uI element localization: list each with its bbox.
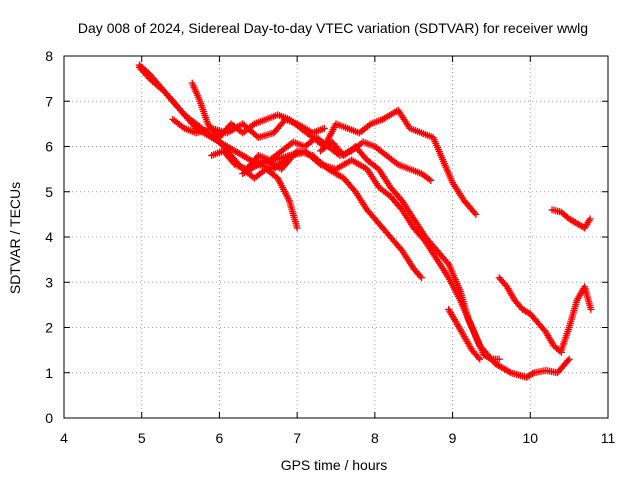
y-tick-label: 4 [45, 229, 53, 245]
series-track-i [445, 305, 484, 363]
x-tick-label: 6 [216, 430, 224, 446]
data-point [416, 272, 424, 280]
x-tick-label: 10 [522, 430, 538, 446]
data-point [486, 354, 494, 362]
series-track-l [548, 206, 594, 232]
x-axis-ticks: 4 5 6 7 8 9 10 11 [60, 56, 615, 446]
data-point [293, 224, 301, 232]
y-tick-label: 5 [45, 184, 53, 200]
series-track-e [208, 133, 435, 184]
series-track-h [316, 138, 503, 363]
x-tick-label: 4 [60, 430, 68, 446]
data-point [393, 159, 401, 167]
y-tick-label: 2 [45, 320, 53, 336]
y-tick-label: 6 [45, 139, 53, 155]
x-tick-label: 5 [138, 430, 146, 446]
series-track-g [247, 147, 425, 282]
y-axis-ticks: 0 1 2 3 4 5 6 7 8 [45, 48, 608, 426]
data-point [365, 121, 373, 129]
x-tick-label: 8 [371, 430, 379, 446]
data-point [565, 355, 573, 363]
x-tick-label: 7 [293, 430, 301, 446]
series-track-j [495, 274, 565, 356]
data-point [529, 370, 537, 378]
y-tick-label: 8 [45, 48, 53, 64]
y-tick-label: 1 [45, 365, 53, 381]
series-track-f [239, 147, 573, 381]
x-tick-label: 11 [601, 430, 616, 446]
data-point [320, 124, 328, 132]
y-tick-label: 3 [45, 274, 53, 290]
series-track-d [188, 79, 480, 218]
data-point [505, 368, 513, 376]
x-tick-label: 9 [449, 430, 457, 446]
y-tick-label: 0 [45, 410, 53, 426]
data-point [417, 274, 425, 282]
data-point [249, 121, 257, 129]
series-track-k [557, 283, 595, 354]
data-point [179, 123, 187, 131]
data-point [564, 357, 572, 365]
data-point [471, 209, 479, 217]
data-point [495, 355, 503, 363]
chart-title: Day 008 of 2024, Sidereal Day-to-day VTE… [78, 20, 588, 36]
grid-lines [64, 56, 608, 418]
data-point [427, 176, 435, 184]
data-point [425, 175, 433, 183]
y-tick-label: 7 [45, 93, 53, 109]
data-series [135, 61, 595, 381]
data-point [587, 305, 595, 313]
y-axis-label: SDTVAR / TECUs [7, 182, 23, 294]
data-point [474, 354, 482, 362]
x-axis-label: GPS time / hours [281, 457, 388, 473]
data-point [476, 355, 484, 363]
data-point [586, 215, 594, 223]
data-point [472, 210, 480, 218]
